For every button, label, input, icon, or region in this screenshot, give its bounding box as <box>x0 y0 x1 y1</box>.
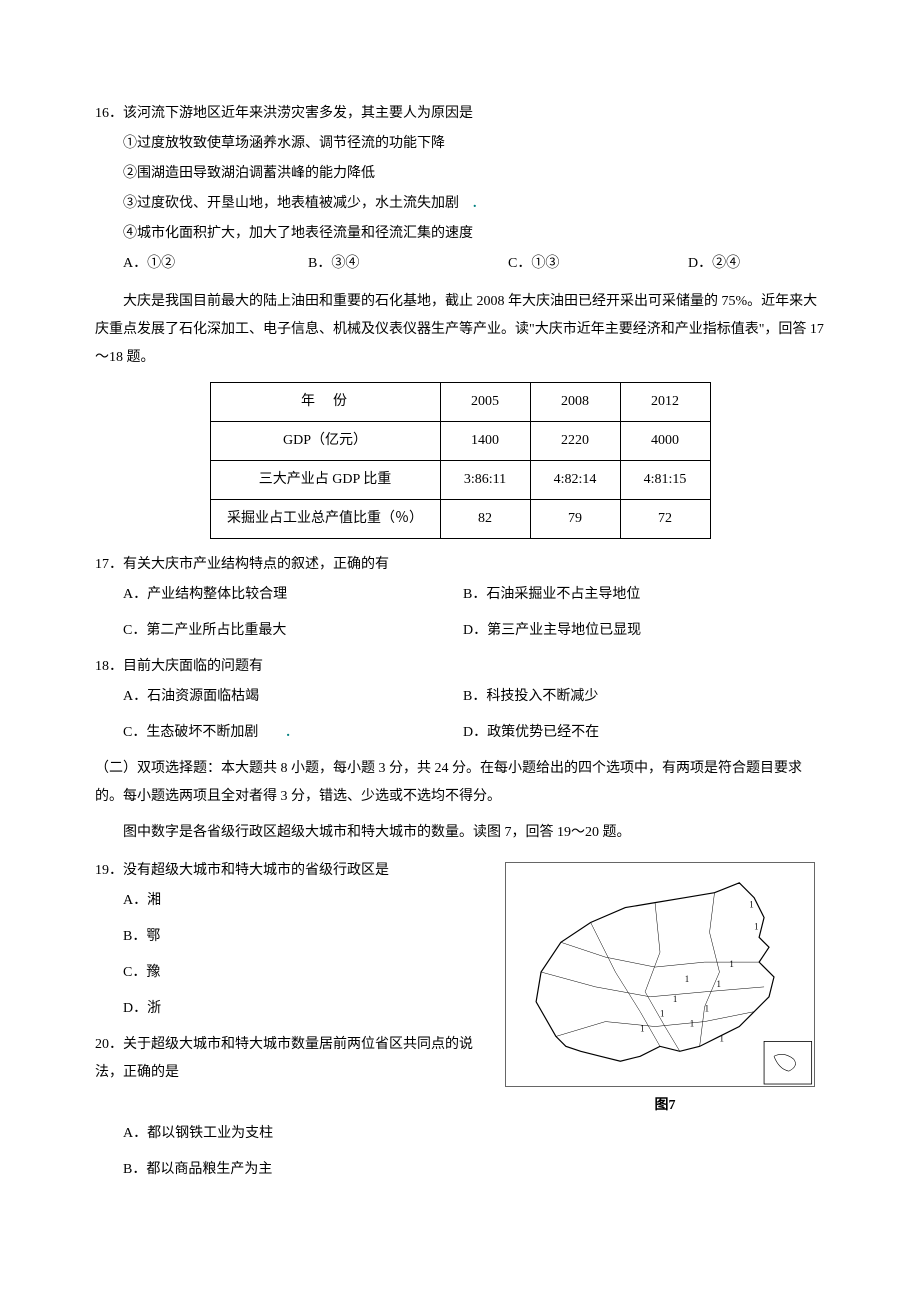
table-cell: 2005 <box>440 383 530 422</box>
q17-opt-a: A．产业结构整体比较合理 <box>123 581 463 609</box>
svg-text:1: 1 <box>719 1033 723 1043</box>
q19-title: 19．没有超级大城市和特大城市的省级行政区是 <box>95 857 485 885</box>
svg-text:1: 1 <box>690 1019 694 1029</box>
q19-opt-b: B．鄂 <box>95 923 485 951</box>
figure-caption: 图7 <box>505 1092 825 1120</box>
china-map-icon: 1 1 1 1 1 1 1 1 1 1 1 <box>505 862 815 1087</box>
table-row: 三大产业占 GDP 比重 3:86:11 4:82:14 4:81:15 <box>210 461 710 500</box>
q16-opt-c: C．①③ <box>508 250 688 278</box>
q20-title: 20．关于超级大城市和特大城市数量居前两位省区共同点的说法，正确的是 <box>95 1031 485 1087</box>
q18-title: 18．目前大庆面临的问题有 <box>95 653 825 681</box>
section2-intro: （二）双项选择题：本大题共 8 小题，每小题 3 分，共 24 分。在每小题给出… <box>95 755 825 811</box>
q20-opt-b: B．都以商品粮生产为主 <box>95 1156 825 1184</box>
table-row: 年 份 2005 2008 2012 <box>210 383 710 422</box>
q18-opt-d: D．政策优势已经不在 <box>463 719 599 747</box>
q16-title: 16．该河流下游地区近年来洪涝灾害多发，其主要人为原因是 <box>95 100 825 128</box>
svg-text:1: 1 <box>673 994 677 1004</box>
table-cell: 采掘业占工业总产值比重（％） <box>210 500 440 539</box>
passage-daqing: 大庆是我国目前最大的陆上油田和重要的石化基地，截止 2008 年大庆油田已经开采… <box>95 288 825 372</box>
q20-opt-a: A．都以钢铁工业为支柱 <box>95 1120 825 1148</box>
q16-options: A．①② B．③④ C．①③ D．②④ <box>95 250 825 278</box>
table-cell: 4000 <box>620 422 710 461</box>
table-cell: 1400 <box>440 422 530 461</box>
svg-text:1: 1 <box>754 921 758 931</box>
svg-text:1: 1 <box>705 1004 709 1014</box>
svg-text:1: 1 <box>749 900 753 910</box>
svg-text:1: 1 <box>685 974 689 984</box>
q16-opt-a: A．①② <box>123 250 308 278</box>
table-cell: 4:82:14 <box>530 461 620 500</box>
table-cell: 82 <box>440 500 530 539</box>
table-cell: GDP（亿元） <box>210 422 440 461</box>
q16-opt-d: D．②④ <box>688 250 740 278</box>
q16-item-3-text: ③过度砍伐、开垦山地，地表植被减少，水土流失加剧 <box>123 196 459 211</box>
q17-opt-d: D．第三产业主导地位已显现 <box>463 617 641 645</box>
q17-options-row1: A．产业结构整体比较合理 B．石油采掘业不占主导地位 <box>95 581 825 609</box>
q19-opt-c: C．豫 <box>95 959 485 987</box>
q18-options-row1: A．石油资源面临枯竭 B．科技投入不断减少 <box>95 683 825 711</box>
q19-opt-d: D．浙 <box>95 995 485 1023</box>
table-cell: 3:86:11 <box>440 461 530 500</box>
ornament-dot-icon: . <box>473 196 477 211</box>
q17-opt-b: B．石油采掘业不占主导地位 <box>463 581 640 609</box>
q16-opt-b: B．③④ <box>308 250 508 278</box>
svg-text:1: 1 <box>640 1023 644 1033</box>
svg-text:1: 1 <box>716 979 720 989</box>
data-table: 年 份 2005 2008 2012 GDP（亿元） 1400 2220 400… <box>210 382 711 539</box>
table-cell: 79 <box>530 500 620 539</box>
ornament-dot-icon: . <box>286 725 290 740</box>
q16-item-1: ①过度放牧致使草场涵养水源、调节径流的功能下降 <box>95 130 825 158</box>
table-cell: 三大产业占 GDP 比重 <box>210 461 440 500</box>
svg-text:1: 1 <box>660 1009 664 1019</box>
table-cell: 2220 <box>530 422 620 461</box>
q17-title: 17．有关大庆市产业结构特点的叙述，正确的有 <box>95 551 825 579</box>
q17-opt-c: C．第二产业所占比重最大 <box>123 617 463 645</box>
q18-opt-c: C．生态破坏不断加剧 . <box>123 719 463 747</box>
table-header-year: 年 份 <box>210 383 440 422</box>
table-cell: 2012 <box>620 383 710 422</box>
table-cell: 4:81:15 <box>620 461 710 500</box>
q18-options-row2: C．生态破坏不断加剧 . D．政策优势已经不在 <box>95 719 825 747</box>
q18-opt-b: B．科技投入不断减少 <box>463 683 598 711</box>
table-row: 采掘业占工业总产值比重（％） 82 79 72 <box>210 500 710 539</box>
section2-lead: 图中数字是各省级行政区超级大城市和特大城市的数量。读图 7，回答 19～20 题… <box>95 819 825 847</box>
q17-options-row2: C．第二产业所占比重最大 D．第三产业主导地位已显现 <box>95 617 825 645</box>
table-row: GDP（亿元） 1400 2220 4000 <box>210 422 710 461</box>
svg-text:1: 1 <box>729 959 733 969</box>
table-cell: 72 <box>620 500 710 539</box>
q18-opt-a: A．石油资源面临枯竭 <box>123 683 463 711</box>
q16-item-2: ②围湖造田导致湖泊调蓄洪峰的能力降低 <box>95 160 825 188</box>
q16-item-4: ④城市化面积扩大，加大了地表径流量和径流汇集的速度 <box>95 220 825 248</box>
q19-opt-a: A．湘 <box>95 887 485 915</box>
table-cell: 2008 <box>530 383 620 422</box>
q16-item-3: ③过度砍伐、开垦山地，地表植被减少，水土流失加剧 . <box>95 190 825 218</box>
